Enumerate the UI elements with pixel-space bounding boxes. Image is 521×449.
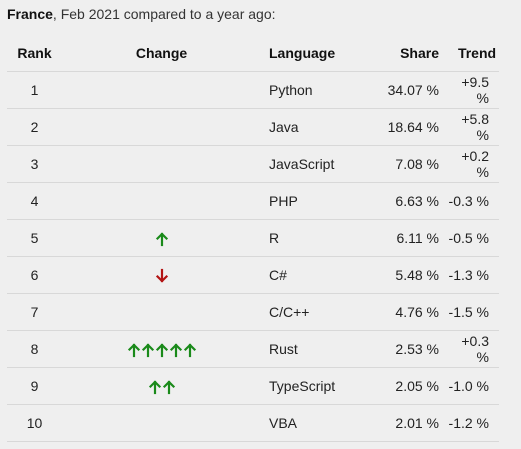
trend-cell: -1.2 %	[447, 404, 499, 442]
language-cell: Python	[261, 71, 367, 109]
trend-cell: -1.3 %	[447, 256, 499, 294]
rank-cell: 4	[7, 182, 62, 220]
arrow-up-icon	[127, 343, 140, 357]
change-cell	[62, 404, 261, 442]
share-cell: 7.08 %	[367, 145, 447, 183]
table-row: 10 VBA 2.01 % -1.2 %	[7, 404, 499, 442]
trend-cell: +5.8 %	[447, 108, 499, 146]
arrow-up-icon	[162, 380, 175, 394]
arrow-up-icon	[169, 343, 182, 357]
table-row: 8 Rust 2.53 % +0.3 %	[7, 330, 499, 368]
language-cell: Rust	[261, 330, 367, 368]
language-cell: Java	[261, 108, 367, 146]
change-cell	[62, 367, 261, 405]
language-cell: JavaScript	[261, 145, 367, 183]
arrow-down-icon	[155, 268, 168, 283]
share-cell: 34.07 %	[367, 71, 447, 109]
rank-cell: 7	[7, 293, 62, 331]
share-cell: 2.53 %	[367, 330, 447, 368]
share-cell: 6.11 %	[367, 219, 447, 257]
table-row: 5 R 6.11 % -0.5 %	[7, 219, 499, 257]
table-row: 9 TypeScript 2.05 % -1.0 %	[7, 367, 499, 405]
table-row: 4 PHP 6.63 % -0.3 %	[7, 182, 499, 220]
rank-cell: 5	[7, 219, 62, 257]
arrow-up-icon	[183, 343, 196, 357]
change-cell	[62, 293, 261, 331]
language-cell: C#	[261, 256, 367, 294]
table-caption: France, Feb 2021 compared to a year ago:	[7, 6, 276, 22]
rank-cell: 9	[7, 367, 62, 405]
rank-cell: 6	[7, 256, 62, 294]
change-arrows	[155, 268, 169, 284]
table-row: 3 JavaScript 7.08 % +0.2 %	[7, 145, 499, 183]
share-cell: 18.64 %	[367, 108, 447, 146]
table-header-row: Rank Change Language Share Trend	[7, 35, 499, 72]
trend-cell: +0.2 %	[447, 145, 499, 183]
caption-country: France	[7, 6, 53, 22]
change-cell	[62, 71, 261, 109]
language-cell: TypeScript	[261, 367, 367, 405]
rank-cell: 1	[7, 71, 62, 109]
change-cell	[62, 182, 261, 220]
change-cell	[62, 145, 261, 183]
share-cell: 5.48 %	[367, 256, 447, 294]
share-cell: 4.76 %	[367, 293, 447, 331]
trend-cell: +0.3 %	[447, 330, 499, 368]
language-cell: VBA	[261, 404, 367, 442]
rank-cell: 8	[7, 330, 62, 368]
trend-cell: +9.5 %	[447, 71, 499, 109]
table-row: 1 Python 34.07 % +9.5 %	[7, 71, 499, 109]
header-change: Change	[62, 35, 261, 72]
table-row: 7 C/C++ 4.76 % -1.5 %	[7, 293, 499, 331]
ranking-table: Rank Change Language Share Trend 1 Python…	[7, 35, 499, 442]
change-cell	[62, 219, 261, 257]
language-cell: R	[261, 219, 367, 257]
change-cell	[62, 108, 261, 146]
language-cell: PHP	[261, 182, 367, 220]
change-arrows	[148, 379, 176, 395]
header-rank: Rank	[7, 35, 62, 72]
share-cell: 2.05 %	[367, 367, 447, 405]
rank-cell: 2	[7, 108, 62, 146]
arrow-up-icon	[148, 380, 161, 394]
change-arrows	[127, 342, 197, 358]
header-language: Language	[261, 35, 367, 72]
rank-cell: 10	[7, 404, 62, 442]
trend-cell: -1.0 %	[447, 367, 499, 405]
arrow-up-icon	[155, 232, 168, 246]
caption-text: , Feb 2021 compared to a year ago:	[52, 6, 276, 22]
rank-cell: 3	[7, 145, 62, 183]
table-row: 6 C# 5.48 % -1.3 %	[7, 256, 499, 294]
change-arrows	[155, 231, 169, 247]
table-body: 1 Python 34.07 % +9.5 % 2 Java 18.64 % +5.8 % 3 J…	[7, 71, 499, 442]
arrow-up-icon	[155, 343, 168, 357]
change-cell	[62, 330, 261, 368]
header-share: Share	[367, 35, 447, 72]
change-cell	[62, 256, 261, 294]
share-cell: 6.63 %	[367, 182, 447, 220]
language-cell: C/C++	[261, 293, 367, 331]
arrow-up-icon	[141, 343, 154, 357]
header-trend: Trend	[447, 35, 499, 72]
share-cell: 2.01 %	[367, 404, 447, 442]
trend-cell: -0.3 %	[447, 182, 499, 220]
trend-cell: -0.5 %	[447, 219, 499, 257]
table-row: 2 Java 18.64 % +5.8 %	[7, 108, 499, 146]
trend-cell: -1.5 %	[447, 293, 499, 331]
